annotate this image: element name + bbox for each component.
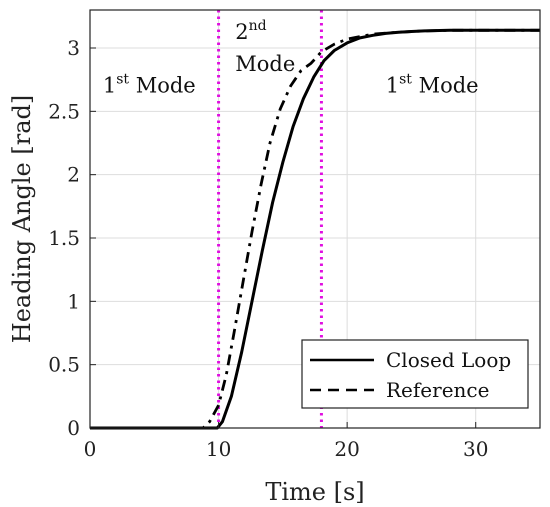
legend-label-closed-loop: Closed Loop bbox=[386, 348, 511, 372]
x-tick-label: 0 bbox=[84, 437, 97, 461]
mode-annotation: 1st Mode bbox=[103, 71, 196, 97]
series-line-closed-loop bbox=[90, 28, 540, 430]
y-axis-label: Heading Angle [rad] bbox=[8, 95, 36, 343]
x-tick-label: 20 bbox=[334, 437, 359, 461]
mode-annotations: 1st Mode 2nd Mode 1st Mode bbox=[103, 18, 479, 97]
legend-label-reference: Reference bbox=[386, 378, 489, 402]
y-tick-label: 2 bbox=[67, 163, 80, 187]
legend: Closed Loop Reference bbox=[301, 339, 529, 409]
y-tick-label: 1 bbox=[67, 289, 80, 313]
x-axis-label: Time [s] bbox=[265, 478, 364, 506]
mode-annotation: 1st Mode bbox=[386, 71, 479, 97]
series-line-reference bbox=[90, 28, 540, 430]
y-tick-label: 0 bbox=[67, 416, 80, 440]
plot-area-frame bbox=[89, 9, 541, 429]
series-lines bbox=[90, 28, 540, 430]
legend-box bbox=[301, 339, 529, 409]
axis-ticks: 0 10 20 30 0 0.5 1 1.5 2 2.5 3 bbox=[48, 36, 488, 461]
mode-annotation: Mode bbox=[235, 52, 295, 76]
x-tick-label: 30 bbox=[463, 437, 488, 461]
y-tick-label: 3 bbox=[67, 36, 80, 60]
mode-switch-lines bbox=[217, 10, 323, 428]
y-tick-label: 1.5 bbox=[48, 226, 80, 250]
mode-annotation: 2nd bbox=[235, 18, 266, 44]
x-tick-label: 10 bbox=[206, 437, 231, 461]
y-tick-label: 0.5 bbox=[48, 353, 80, 377]
y-tick-label: 2.5 bbox=[48, 99, 80, 123]
